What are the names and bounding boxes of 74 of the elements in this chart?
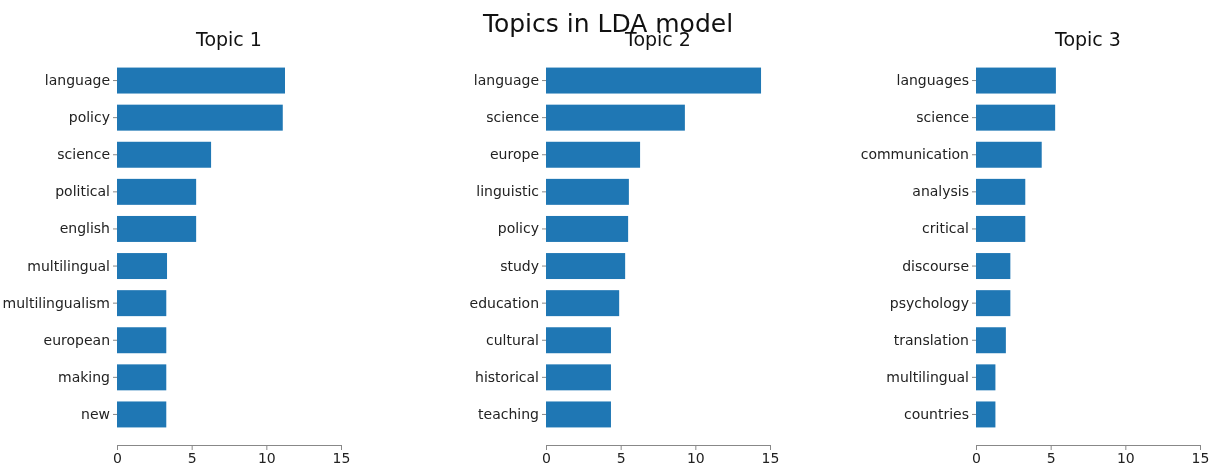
x-tick-label: 15 bbox=[761, 449, 780, 465]
bar bbox=[976, 327, 1006, 354]
bar bbox=[976, 67, 1056, 94]
y-tick-label: science bbox=[916, 109, 969, 126]
chart-title: Topic 1 bbox=[195, 28, 262, 50]
bar bbox=[117, 253, 168, 280]
bar bbox=[976, 104, 1056, 131]
x-tick-label: 10 bbox=[686, 449, 705, 465]
bar bbox=[976, 178, 1026, 205]
bar bbox=[976, 141, 1042, 168]
y-tick-label: psychology bbox=[889, 294, 969, 311]
bar bbox=[117, 104, 283, 131]
bar bbox=[546, 364, 611, 391]
y-tick-label: communication bbox=[860, 146, 969, 163]
bar bbox=[117, 401, 167, 428]
y-tick-label: discourse bbox=[902, 257, 969, 274]
chart-title: Topic 3 bbox=[1054, 28, 1121, 50]
y-tick-label: countries bbox=[903, 405, 969, 422]
y-tick-label: political bbox=[55, 183, 110, 200]
bar bbox=[976, 364, 996, 391]
x-tick-label: 15 bbox=[332, 449, 351, 465]
y-tick-label: language bbox=[473, 72, 539, 89]
y-tick-label: new bbox=[81, 405, 110, 422]
y-tick-label: critical bbox=[922, 220, 969, 237]
y-tick-label: linguistic bbox=[476, 183, 539, 200]
y-tick-label: policy bbox=[497, 220, 539, 237]
x-tick-label: 0 bbox=[113, 449, 122, 465]
x-tick-label: 5 bbox=[616, 449, 626, 465]
x-tick-label: 0 bbox=[542, 449, 551, 465]
bar bbox=[117, 178, 197, 205]
bar bbox=[976, 215, 1026, 242]
y-tick-label: study bbox=[500, 257, 539, 274]
y-tick-label: multilingual bbox=[27, 257, 110, 274]
bar bbox=[117, 141, 212, 168]
y-tick-label: making bbox=[58, 368, 110, 385]
y-tick-label: language bbox=[44, 72, 110, 89]
bar bbox=[117, 327, 167, 354]
bar bbox=[117, 215, 197, 242]
y-tick-label: translation bbox=[893, 331, 969, 348]
x-tick-label: 0 bbox=[972, 449, 981, 465]
x-tick-label: 5 bbox=[187, 449, 197, 465]
y-tick-label: science bbox=[57, 146, 110, 163]
bar bbox=[546, 215, 629, 242]
bar bbox=[976, 401, 996, 428]
bar bbox=[546, 401, 611, 428]
y-tick-label: cultural bbox=[485, 331, 539, 348]
bar bbox=[976, 290, 1011, 317]
bar bbox=[546, 141, 641, 168]
bar bbox=[546, 290, 620, 317]
y-tick-label: science bbox=[486, 109, 539, 126]
y-tick-label: european bbox=[43, 331, 110, 348]
y-tick-label: historical bbox=[475, 368, 539, 385]
x-tick-label: 5 bbox=[1046, 449, 1056, 465]
bar bbox=[546, 327, 611, 354]
y-tick-label: teaching bbox=[478, 405, 539, 422]
bar bbox=[976, 253, 1011, 280]
x-tick-label: 10 bbox=[1116, 449, 1135, 465]
y-tick-label: analysis bbox=[912, 183, 969, 200]
bar bbox=[117, 290, 167, 317]
bar bbox=[546, 67, 762, 94]
y-tick-label: policy bbox=[68, 109, 110, 126]
x-tick-label: 10 bbox=[257, 449, 276, 465]
y-tick-label: education bbox=[469, 294, 539, 311]
bar bbox=[117, 364, 167, 391]
y-tick-label: europe bbox=[490, 146, 539, 163]
bar bbox=[117, 67, 285, 94]
x-tick-label: 15 bbox=[1191, 449, 1210, 465]
y-tick-label: english bbox=[59, 220, 110, 237]
bar bbox=[546, 253, 626, 280]
bar bbox=[546, 104, 685, 131]
y-tick-label: multilingualism bbox=[2, 294, 110, 311]
y-tick-label: multilingual bbox=[886, 368, 969, 385]
y-tick-label: languages bbox=[896, 72, 969, 89]
bar bbox=[546, 178, 629, 205]
